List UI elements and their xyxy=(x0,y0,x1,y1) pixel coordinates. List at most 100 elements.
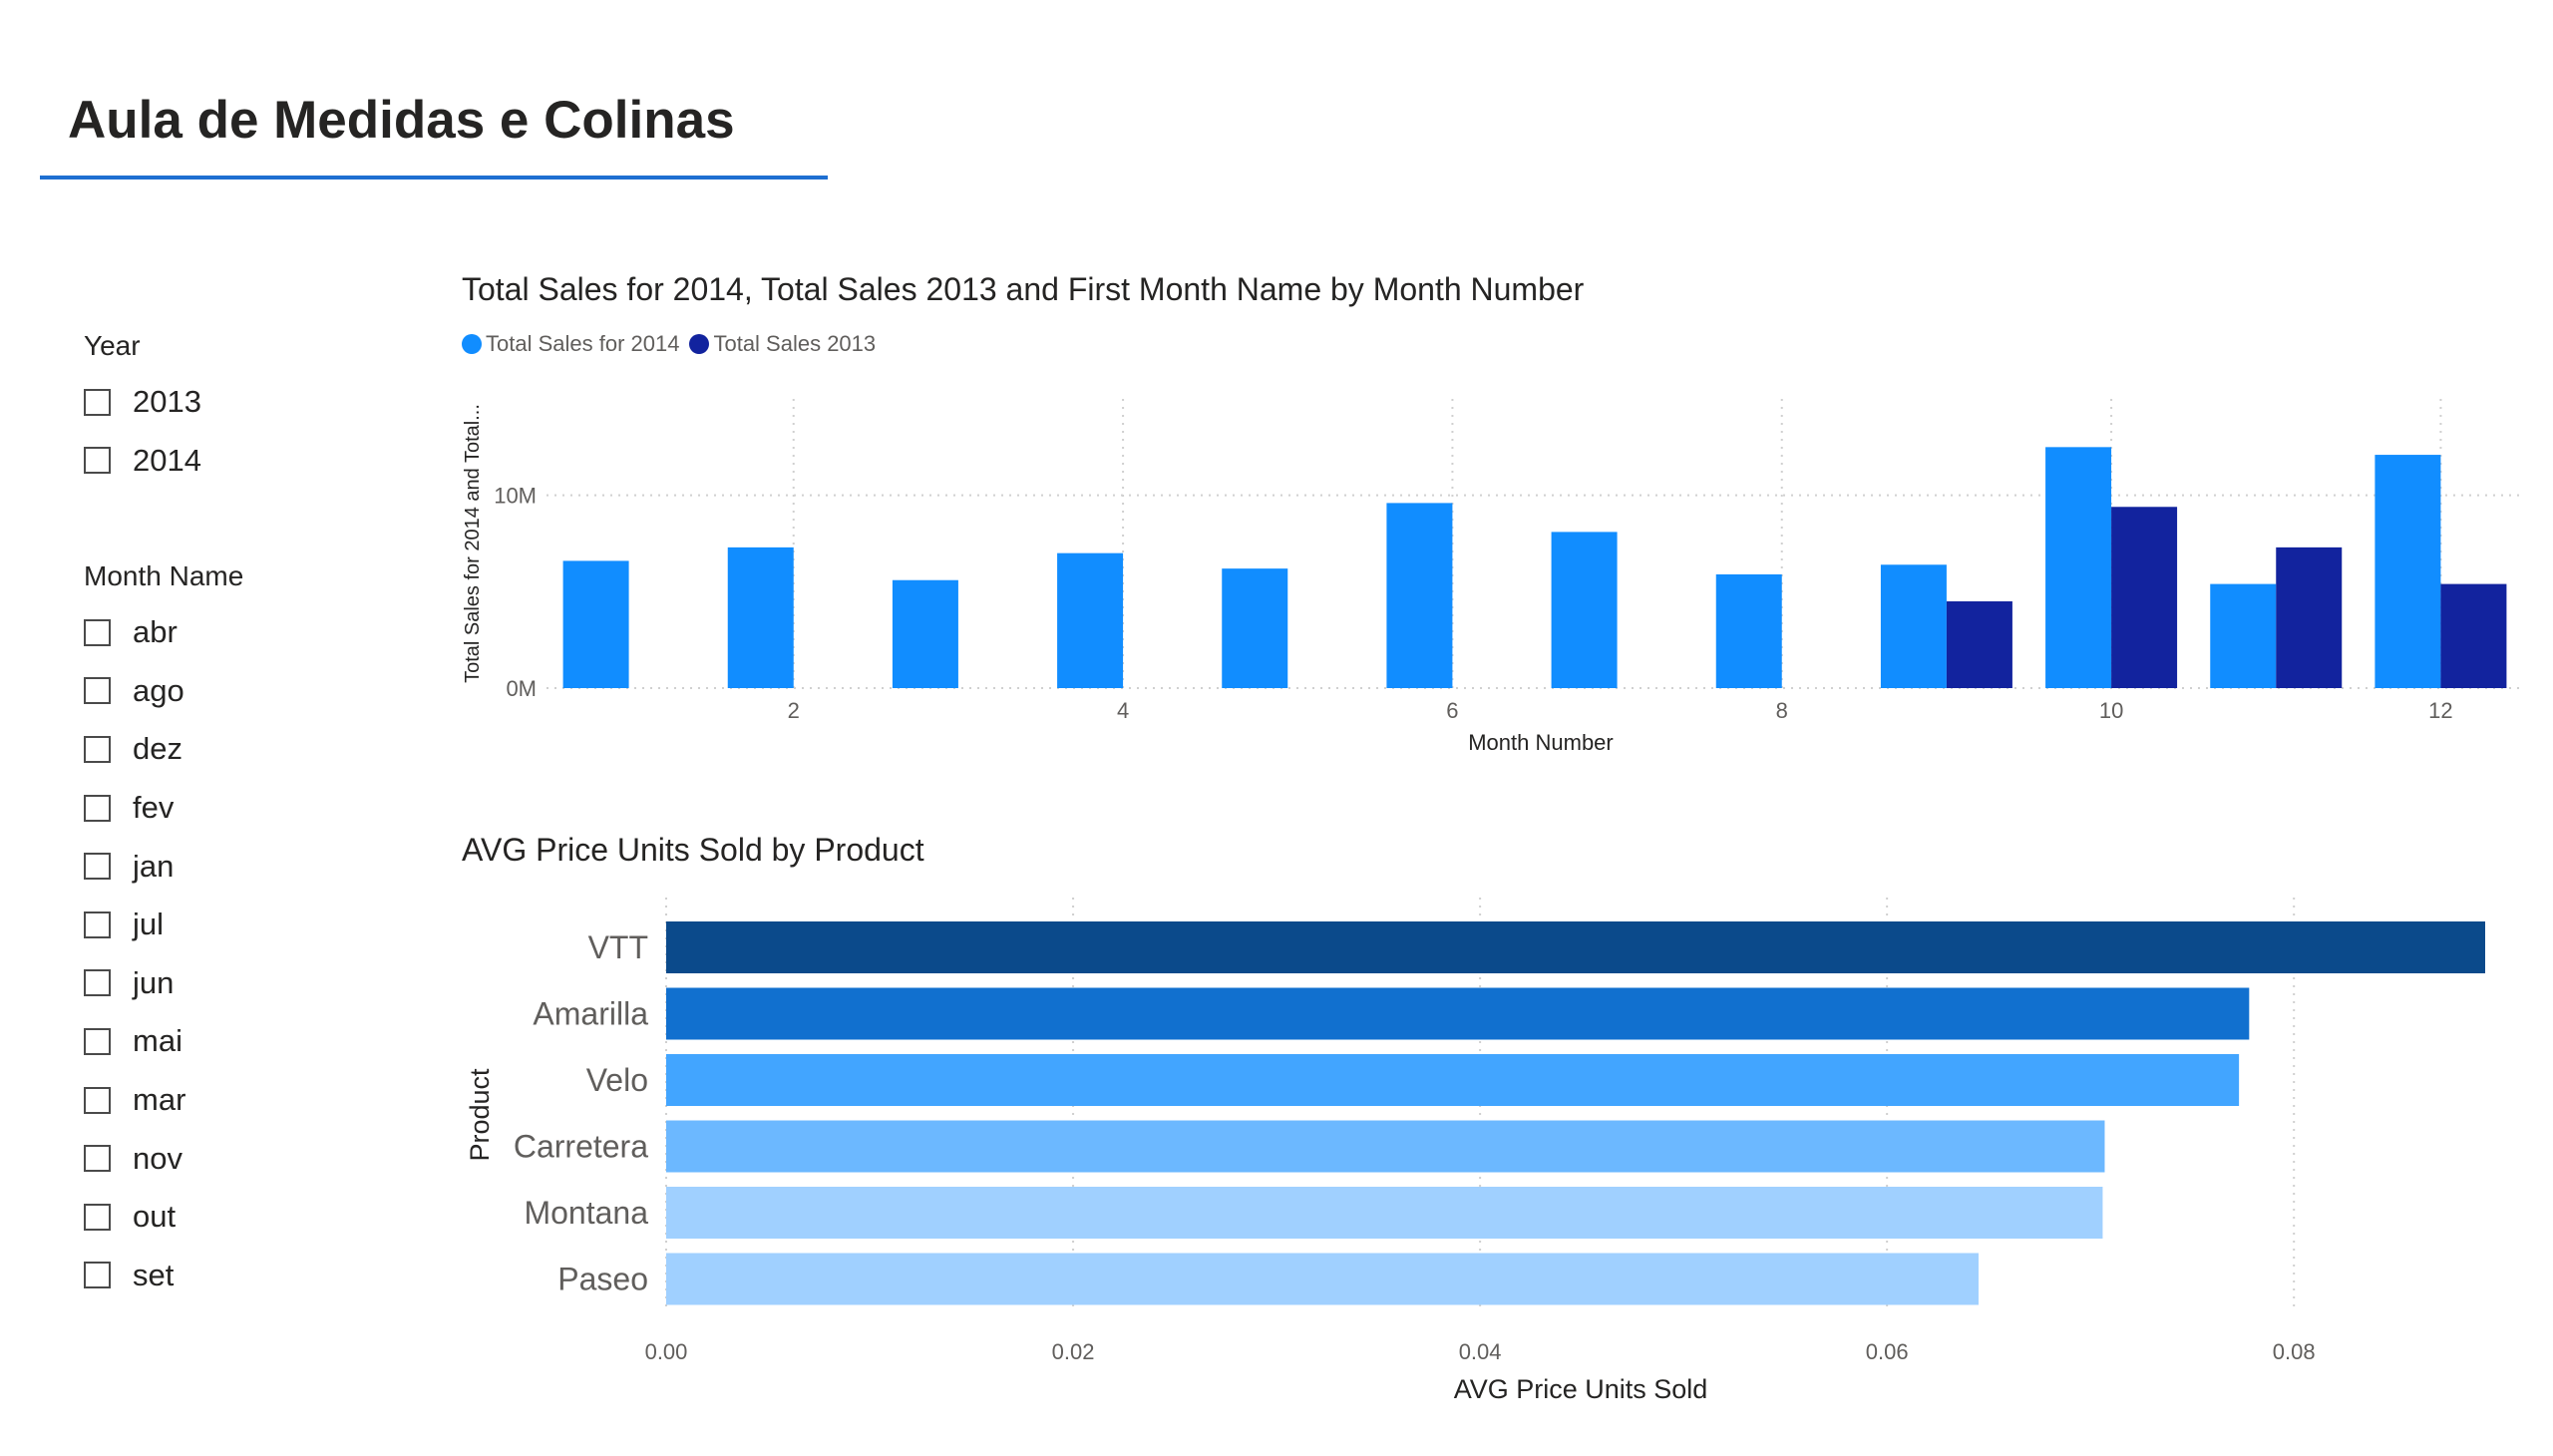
column-bar-2013 xyxy=(2276,546,2343,688)
column-chart-legend: Total Sales for 2014 Total Sales 2013 xyxy=(462,331,886,357)
x-tick-label: 2 xyxy=(788,698,800,723)
page-title: Aula de Medidas e Colinas xyxy=(68,91,735,150)
x-tick-label: 0.06 xyxy=(1866,1339,1909,1364)
bar-chart-title: AVG Price Units Sold by Product xyxy=(462,832,924,868)
month-option-out[interactable]: out xyxy=(84,1188,243,1247)
column-bar-2014 xyxy=(1057,552,1124,688)
year-checkbox-2013[interactable] xyxy=(84,388,111,416)
month-checkbox-jan[interactable] xyxy=(84,853,111,881)
column-bar-2014 xyxy=(2210,583,2277,688)
month-checkbox-fev[interactable] xyxy=(84,794,111,822)
year-option-label: 2014 xyxy=(133,442,201,478)
legend-item-2014[interactable]: Total Sales for 2014 xyxy=(462,331,679,357)
month-option-label: jul xyxy=(133,907,165,942)
column-bar-2013 xyxy=(1946,601,2012,688)
month-option-jul[interactable]: jul xyxy=(84,896,243,954)
column-bar-2014 xyxy=(727,546,794,688)
column-bar-2014 xyxy=(1715,573,1782,688)
category-label: Carretera xyxy=(514,1129,648,1165)
month-checkbox-dez[interactable] xyxy=(84,735,111,763)
x-tick-label: 0.02 xyxy=(1052,1339,1095,1364)
month-name-slicer-items: abr ago dez fev jan jul jun mai mar nov out set xyxy=(84,603,243,1304)
product-bar xyxy=(666,1187,2103,1239)
month-option-set[interactable]: set xyxy=(84,1247,243,1305)
month-option-abr[interactable]: abr xyxy=(84,603,243,662)
column-bar-2014 xyxy=(2374,455,2441,688)
year-option-label: 2013 xyxy=(133,384,201,420)
month-option-label: abr xyxy=(133,614,178,650)
column-bar-2014 xyxy=(562,560,629,688)
month-option-label: jun xyxy=(133,964,175,1000)
month-option-label: out xyxy=(133,1199,177,1235)
column-bar-2014 xyxy=(1222,568,1288,688)
month-option-mai[interactable]: mai xyxy=(84,1012,243,1071)
year-slicer-title: Year xyxy=(84,330,141,361)
month-checkbox-jun[interactable] xyxy=(84,969,111,997)
x-tick-label: 12 xyxy=(2428,698,2452,723)
x-tick-label: 0.08 xyxy=(2273,1339,2316,1364)
month-option-label: set xyxy=(133,1257,175,1292)
month-option-ago[interactable]: ago xyxy=(84,662,243,721)
x-tick-label: 10 xyxy=(2099,698,2123,723)
x-tick-label: 6 xyxy=(1446,698,1458,723)
month-option-label: jan xyxy=(133,848,175,884)
month-option-dez[interactable]: dez xyxy=(84,720,243,779)
year-option-2014[interactable]: 2014 xyxy=(84,432,201,491)
product-bar xyxy=(666,1120,2105,1173)
month-option-label: mai xyxy=(133,1023,182,1059)
month-option-label: mar xyxy=(133,1082,186,1118)
column-bar-2013 xyxy=(2111,507,2178,688)
month-checkbox-nov[interactable] xyxy=(84,1145,111,1173)
x-tick-label: 0.04 xyxy=(1459,1339,1502,1364)
x-tick-label: 4 xyxy=(1117,698,1129,723)
category-label: VTT xyxy=(588,929,648,965)
month-option-label: nov xyxy=(133,1140,182,1176)
month-name-slicer: Month Name abr ago dez fev jan jul jun mai mar no… xyxy=(84,559,243,1304)
title-underline xyxy=(40,176,828,180)
month-option-mar[interactable]: mar xyxy=(84,1071,243,1130)
month-checkbox-ago[interactable] xyxy=(84,677,111,705)
column-bar-2013 xyxy=(2440,583,2507,688)
x-tick-label: 0.00 xyxy=(645,1339,688,1364)
product-bar xyxy=(666,1253,1979,1305)
month-option-jun[interactable]: jun xyxy=(84,954,243,1013)
column-bar-2014 xyxy=(1386,503,1453,688)
month-checkbox-jul[interactable] xyxy=(84,910,111,938)
y-axis-title: Total Sales for 2014 and Total... xyxy=(462,404,484,683)
category-label: Amarilla xyxy=(533,996,648,1032)
month-option-jan[interactable]: jan xyxy=(84,837,243,896)
month-checkbox-abr[interactable] xyxy=(84,618,111,646)
month-checkbox-mai[interactable] xyxy=(84,1027,111,1055)
product-bar xyxy=(666,987,2250,1040)
month-option-label: ago xyxy=(133,672,184,708)
column-chart-title: Total Sales for 2014, Total Sales 2013 a… xyxy=(462,271,1585,307)
x-axis-title: Month Number xyxy=(1468,730,1614,755)
y-axis-title: Product xyxy=(465,1068,495,1162)
x-axis-title: AVG Price Units Sold xyxy=(1454,1374,1708,1404)
year-slicer: Year 2013 2014 xyxy=(84,329,201,490)
month-option-nov[interactable]: nov xyxy=(84,1129,243,1188)
category-label: Paseo xyxy=(557,1262,648,1297)
column-bar-2014 xyxy=(2045,447,2112,688)
month-checkbox-set[interactable] xyxy=(84,1262,111,1289)
year-slicer-items: 2013 2014 xyxy=(84,373,201,490)
legend-label-2013: Total Sales 2013 xyxy=(713,331,877,356)
product-bar xyxy=(666,921,2485,973)
month-name-slicer-title: Month Name xyxy=(84,560,244,591)
column-bar-2014 xyxy=(1551,532,1618,688)
y-tick-label: 10M xyxy=(494,484,537,509)
y-tick-label: 0M xyxy=(506,676,537,701)
month-checkbox-mar[interactable] xyxy=(84,1086,111,1114)
year-checkbox-2014[interactable] xyxy=(84,447,111,475)
year-option-2013[interactable]: 2013 xyxy=(84,373,201,432)
column-bar-2014 xyxy=(1880,564,1947,688)
category-label: Velo xyxy=(586,1062,648,1098)
month-checkbox-out[interactable] xyxy=(84,1203,111,1231)
month-option-fev[interactable]: fev xyxy=(84,779,243,838)
legend-label-2014: Total Sales for 2014 xyxy=(486,331,680,356)
product-bar xyxy=(666,1054,2240,1106)
column-bar-2014 xyxy=(892,579,958,688)
legend-item-2013[interactable]: Total Sales 2013 xyxy=(689,331,876,357)
